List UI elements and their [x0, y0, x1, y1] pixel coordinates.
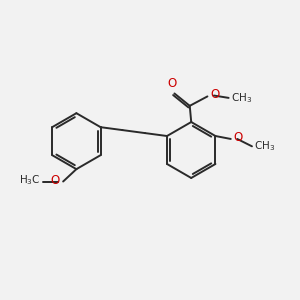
Text: H$_3$C: H$_3$C	[20, 173, 41, 187]
Text: CH$_3$: CH$_3$	[254, 140, 275, 153]
Text: CH$_3$: CH$_3$	[231, 91, 252, 105]
Text: O: O	[168, 76, 177, 90]
Text: O: O	[210, 88, 220, 101]
Text: O: O	[50, 173, 59, 187]
Text: O: O	[234, 131, 243, 144]
